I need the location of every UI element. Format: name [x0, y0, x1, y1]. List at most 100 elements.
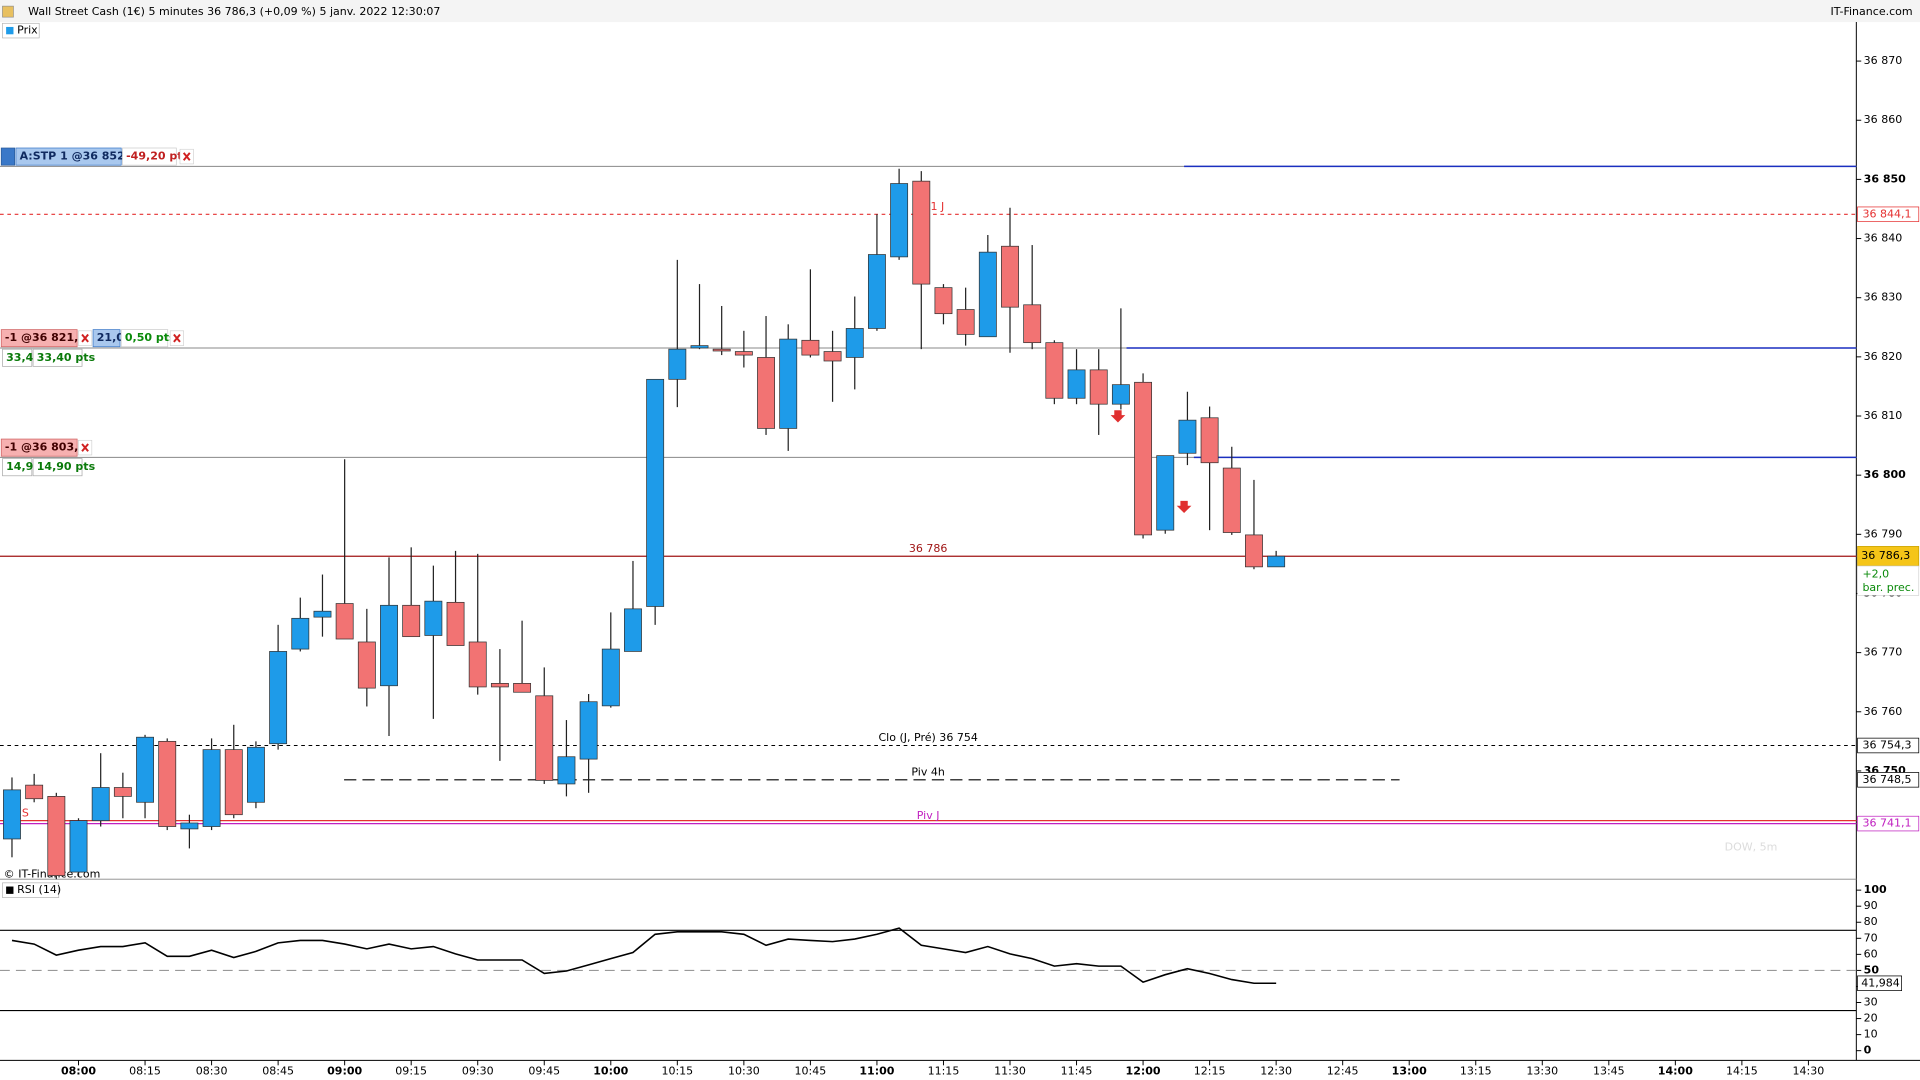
level-tag: 36 748,5 — [1862, 773, 1911, 786]
candle-body — [890, 183, 909, 258]
order-label: A:STP 1 @36 852,2 — [20, 150, 137, 163]
x-tick-label: 11:15 — [928, 1064, 960, 1077]
legend-swatch — [6, 26, 14, 35]
close-icon — [81, 333, 89, 343]
candle-body — [402, 604, 421, 638]
rsi-y-tick-label: 60 — [1864, 947, 1878, 960]
candle-body — [224, 749, 243, 816]
level-tag: 36 754,3 — [1862, 738, 1911, 751]
candle-body — [1111, 384, 1130, 405]
candle-body — [3, 789, 21, 840]
current-change: +2,0 — [1862, 568, 1889, 581]
x-tick-label: 10:45 — [795, 1064, 827, 1077]
level-text: Piv J — [917, 809, 940, 822]
rsi-y-tick-label: 20 — [1864, 1012, 1878, 1025]
x-tick-label: 10:00 — [593, 1064, 628, 1077]
x-tick-label: 08:30 — [196, 1064, 228, 1077]
candle-body — [1178, 419, 1197, 454]
order-label: -1 @36 803,0 — [5, 441, 86, 454]
level-text: Piv 4h — [911, 765, 944, 778]
level-tag: 36 844,1 — [1862, 207, 1911, 220]
watermark: DOW, 5m — [1725, 840, 1778, 853]
candle-body — [823, 351, 842, 362]
candle-body — [978, 251, 997, 338]
rsi-y-tick-label: 30 — [1864, 996, 1878, 1009]
rsi-y-tick-label: 70 — [1864, 931, 1878, 944]
candle-body — [579, 701, 598, 760]
order-label-box — [0, 438, 78, 457]
candle-body — [69, 820, 88, 873]
x-tick-label: 09:15 — [395, 1064, 427, 1077]
candle-body — [269, 651, 288, 745]
level-tag-box — [1857, 772, 1920, 788]
rsi-tag: 41,984 — [1861, 976, 1900, 989]
candle-body — [624, 608, 642, 652]
x-tick-label: 14:15 — [1726, 1064, 1758, 1077]
candle-body — [1001, 245, 1019, 308]
signal-arrow — [1110, 410, 1126, 423]
x-tick-label: 14:00 — [1658, 1064, 1693, 1077]
current-note: bar. prec. — [1862, 581, 1914, 594]
level-tag: 36 741,1 — [1862, 817, 1911, 830]
y-tick-label: 36 870 — [1864, 54, 1903, 67]
candle-body — [335, 603, 354, 640]
order-gain-box — [2, 458, 33, 477]
y-tick-label: 36 830 — [1864, 291, 1903, 304]
current-info-box — [1857, 565, 1920, 596]
rsi-legend-swatch — [6, 886, 14, 894]
x-tick-label: 08:45 — [262, 1064, 294, 1077]
order-gain-pnl: 14,90 pts — [37, 460, 96, 473]
candle-body — [25, 784, 44, 800]
y-tick-label: 36 860 — [1864, 113, 1903, 126]
close-icon — [81, 443, 89, 452]
x-tick-label: 11:00 — [859, 1064, 894, 1077]
candle-body — [690, 345, 709, 349]
candle-body — [91, 787, 110, 821]
candle-body — [424, 600, 443, 636]
level-text: 36 786 — [909, 542, 948, 555]
chart-title: Wall Street Cash (1€) 5 minutes 36 786,3… — [28, 5, 440, 18]
candle-body — [1023, 304, 1042, 344]
level-tag-box — [1857, 737, 1920, 754]
candle-body — [712, 348, 731, 352]
x-tick-label: 14:30 — [1793, 1064, 1825, 1077]
y-tick-label: 36 820 — [1864, 350, 1903, 363]
x-tick-label: 08:00 — [61, 1064, 96, 1077]
candle-body — [601, 648, 620, 707]
order-gain: 14,9 — [6, 460, 33, 473]
rsi-y-tick-label: 80 — [1864, 915, 1878, 928]
x-tick-label: 09:45 — [528, 1064, 560, 1077]
legend-label: Prix — [17, 24, 38, 37]
candle-body — [47, 796, 66, 877]
candle-body — [380, 604, 398, 687]
x-tick-label: 13:30 — [1526, 1064, 1558, 1077]
candle-body — [801, 339, 820, 356]
brand: IT-Finance.com — [1831, 5, 1913, 18]
rsi-title: RSI (14) — [17, 883, 61, 896]
candle-body — [668, 348, 687, 380]
x-tick-label: 12:15 — [1194, 1064, 1226, 1077]
candle-body — [446, 601, 465, 646]
order-pnl: -49,20 pts — [126, 150, 189, 163]
order-handle — [0, 147, 16, 166]
candle-body — [136, 736, 154, 803]
candle-body — [468, 641, 487, 688]
order-gain-pnl-box — [32, 348, 83, 367]
title-bar — [0, 0, 1920, 23]
candle-body — [1156, 455, 1175, 531]
x-tick-label: 13:15 — [1460, 1064, 1492, 1077]
candle-body — [535, 695, 554, 781]
order-gain: 33,4 — [6, 351, 34, 364]
candle-body — [867, 254, 886, 329]
candle-body — [757, 357, 775, 429]
candle-body — [1200, 417, 1219, 464]
x-tick-label: 11:30 — [994, 1064, 1026, 1077]
y-tick-label: 36 840 — [1864, 232, 1903, 245]
candle-body — [291, 617, 310, 650]
x-tick-label: 09:30 — [462, 1064, 494, 1077]
candle-body — [513, 683, 532, 693]
current-tag: 36 786,3 — [1861, 549, 1910, 562]
x-tick-label: 12:00 — [1126, 1064, 1161, 1077]
y-tick-label: 36 800 — [1864, 468, 1906, 481]
candle-body — [1134, 381, 1153, 536]
